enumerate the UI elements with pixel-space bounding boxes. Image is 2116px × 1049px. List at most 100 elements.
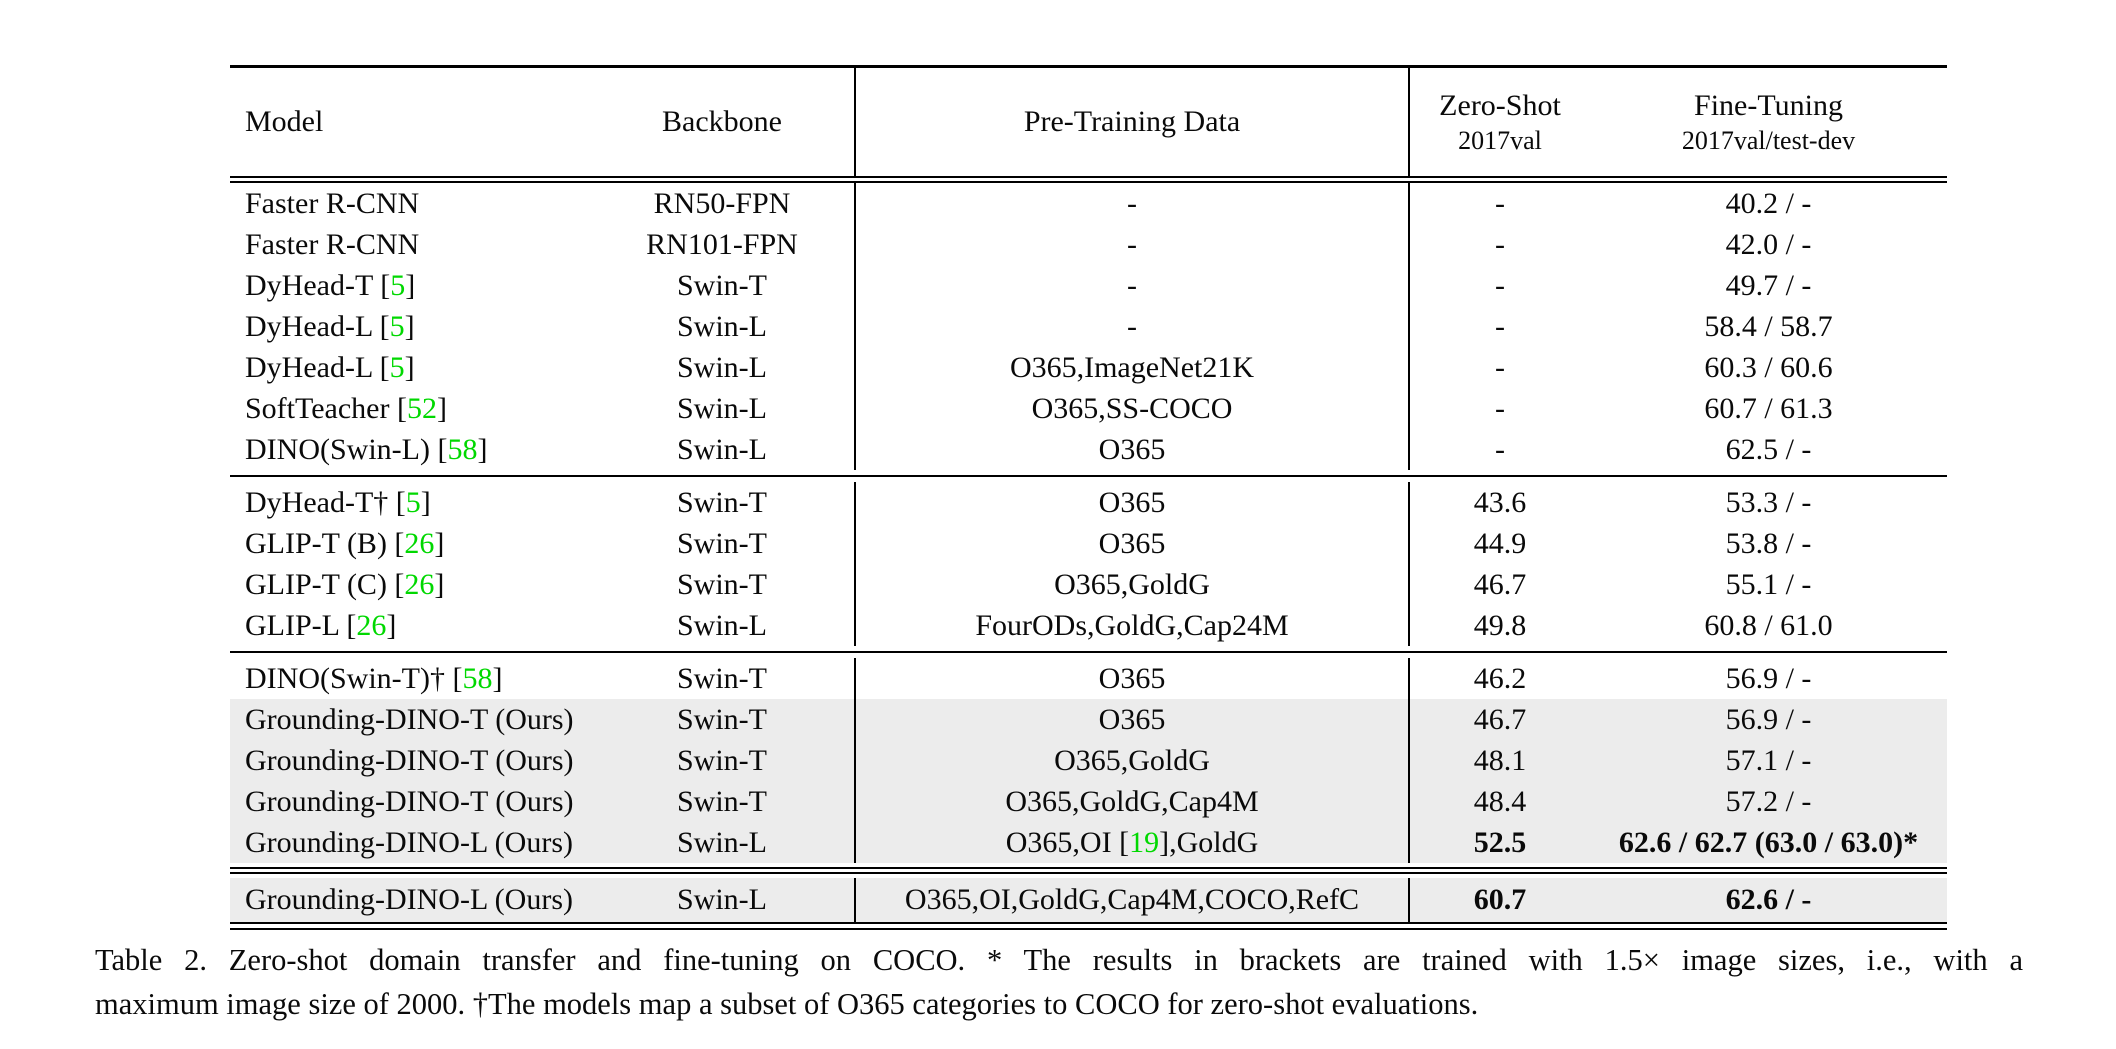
- citation-link[interactable]: 5: [390, 268, 406, 302]
- pretraining-cell: O365,ImageNet21K: [856, 347, 1410, 388]
- finetuning-cell: 40.2 / -: [1725, 186, 1812, 220]
- table-row: Faster R-CNN RN101-FPN - - 42.0 / -: [230, 224, 1947, 265]
- table-bottom-rule: [230, 922, 1947, 930]
- model-cell: SoftTeacher [52]: [245, 391, 447, 425]
- zeroshot-cell: 44.9: [1473, 526, 1527, 560]
- zeroshot-cell: -: [1495, 350, 1505, 384]
- citation-link[interactable]: 5: [389, 350, 405, 384]
- zeroshot-subtitle: 2017val: [1458, 126, 1542, 155]
- finetuning-cell: 53.3 / -: [1725, 485, 1812, 519]
- zeroshot-cell: -: [1495, 391, 1505, 425]
- group-divider-double-rule: [230, 867, 1947, 874]
- table-row: DyHead-L [5] Swin-L - - 58.4 / 58.7: [230, 306, 1947, 347]
- col-header-pretraining: Pre-Training Data: [856, 68, 1410, 176]
- pretraining-cell: FourODs,GoldG,Cap24M: [856, 605, 1410, 646]
- backbone-cell: Swin-L: [590, 306, 856, 347]
- model-cell: DINO(Swin-L) [58]: [245, 432, 488, 466]
- zeroshot-cell: 46.7: [1473, 702, 1527, 736]
- pretraining-cell: -: [856, 265, 1410, 306]
- zeroshot-cell: 46.2: [1473, 661, 1527, 695]
- pretraining-cell: O365,OI [19],GoldG: [856, 822, 1410, 863]
- table-row: DyHead-L [5] Swin-L O365,ImageNet21K - 6…: [230, 347, 1947, 388]
- citation-link[interactable]: 19: [1129, 825, 1160, 859]
- pretraining-cell: O365,GoldG: [856, 740, 1410, 781]
- zeroshot-cell: -: [1495, 309, 1505, 343]
- finetuning-cell: 42.0 / -: [1725, 227, 1812, 261]
- model-cell: DyHead-T† [5]: [245, 485, 431, 519]
- table-caption: Table 2. Zero-shot domain transfer and f…: [95, 938, 2023, 1026]
- table-row: Faster R-CNN RN50-FPN - - 40.2 / -: [230, 183, 1947, 224]
- table-header-row: Model Backbone Pre-Training Data Zero-Sh…: [230, 68, 1947, 176]
- finetuning-cell: 56.9 / -: [1725, 702, 1812, 736]
- col-header-model: Model: [245, 105, 324, 138]
- model-cell: Faster R-CNN: [245, 227, 420, 261]
- citation-link[interactable]: 58: [462, 661, 493, 695]
- pretraining-cell: O365: [856, 699, 1410, 740]
- finetuning-subtitle: 2017val/test-dev: [1681, 126, 1856, 155]
- col-header-finetuning: Fine-Tuning 2017val/test-dev: [1590, 68, 1947, 176]
- zeroshot-cell: 49.8: [1473, 608, 1527, 642]
- finetuning-cell: 62.5 / -: [1725, 432, 1812, 466]
- pretraining-cell: O365: [856, 429, 1410, 470]
- pretraining-cell: O365: [856, 658, 1410, 699]
- table-row: DyHead-T [5] Swin-T - - 49.7 / -: [230, 265, 1947, 306]
- backbone-cell: Swin-L: [590, 605, 856, 646]
- backbone-cell: Swin-L: [590, 388, 856, 429]
- citation-link[interactable]: 5: [405, 485, 421, 519]
- pretraining-cell: -: [856, 224, 1410, 265]
- table-row-highlighted: Grounding-DINO-L (Ours) Swin-L O365,OI […: [230, 822, 1947, 863]
- caption-line-2: maximum image size of 2000. †The models …: [95, 987, 1479, 1021]
- zeroshot-cell: 43.6: [1473, 485, 1527, 519]
- table-row: SoftTeacher [52] Swin-L O365,SS-COCO - 6…: [230, 388, 1947, 429]
- col-header-backbone: Backbone: [590, 68, 856, 176]
- table-row-highlighted: Grounding-DINO-T (Ours) Swin-T O365 46.7…: [230, 699, 1947, 740]
- citation-link[interactable]: 26: [356, 608, 387, 642]
- citation-link[interactable]: 58: [447, 432, 478, 466]
- table-row: DINO(Swin-L) [58] Swin-L O365 - 62.5 / -: [230, 429, 1947, 470]
- zeroshot-cell: 48.4: [1473, 784, 1527, 818]
- finetuning-cell: 49.7 / -: [1725, 268, 1812, 302]
- zeroshot-cell: 48.1: [1473, 743, 1527, 777]
- pretraining-cell: -: [856, 306, 1410, 347]
- backbone-cell: Swin-T: [590, 699, 856, 740]
- table-row: GLIP-L [26] Swin-L FourODs,GoldG,Cap24M …: [230, 605, 1947, 646]
- finetuning-cell: 58.4 / 58.7: [1704, 309, 1833, 343]
- table-top-rule: [230, 65, 1947, 68]
- backbone-cell: Swin-L: [590, 429, 856, 470]
- finetuning-cell: 55.1 / -: [1725, 567, 1812, 601]
- finetuning-cell: 57.2 / -: [1725, 784, 1812, 818]
- zeroshot-cell: -: [1495, 432, 1505, 466]
- table-row-highlighted: Grounding-DINO-T (Ours) Swin-T O365,Gold…: [230, 740, 1947, 781]
- col-header-zeroshot: Zero-Shot 2017val: [1410, 68, 1590, 176]
- model-cell: DyHead-T [5]: [245, 268, 416, 302]
- zeroshot-title: Zero-Shot: [1439, 89, 1561, 122]
- backbone-cell: Swin-T: [590, 740, 856, 781]
- finetuning-cell: 62.6 / -: [1725, 883, 1812, 916]
- caption-line-1: Table 2. Zero-shot domain transfer and f…: [95, 943, 2023, 977]
- citation-link[interactable]: 5: [389, 309, 405, 343]
- group-divider-rule: [230, 475, 1947, 477]
- backbone-cell: Swin-L: [590, 347, 856, 388]
- model-cell: Grounding-DINO-T (Ours): [245, 743, 574, 777]
- model-cell: Grounding-DINO-T (Ours): [245, 784, 574, 818]
- finetuning-cell: 56.9 / -: [1725, 661, 1812, 695]
- zeroshot-cell: 60.7: [1473, 883, 1527, 916]
- backbone-cell: Swin-L: [590, 822, 856, 863]
- model-cell: Grounding-DINO-L (Ours): [245, 825, 573, 859]
- backbone-cell: Swin-T: [590, 523, 856, 564]
- pretraining-cell: O365,GoldG,Cap4M: [856, 781, 1410, 822]
- finetuning-cell: 60.7 / 61.3: [1704, 391, 1833, 425]
- model-cell: DyHead-L [5]: [245, 309, 415, 343]
- finetuning-cell: 60.3 / 60.6: [1704, 350, 1833, 384]
- pretraining-cell: O365: [856, 482, 1410, 523]
- pretraining-cell: O365,SS-COCO: [856, 388, 1410, 429]
- citation-link[interactable]: 26: [404, 567, 435, 601]
- backbone-cell: Swin-T: [590, 781, 856, 822]
- pretraining-cell: O365: [856, 523, 1410, 564]
- results-table: Model Backbone Pre-Training Data Zero-Sh…: [230, 65, 1947, 930]
- citation-link[interactable]: 26: [404, 526, 435, 560]
- finetuning-cell: 62.6 / 62.7 (63.0 / 63.0)*: [1618, 825, 1919, 859]
- model-cell: DyHead-L [5]: [245, 350, 415, 384]
- citation-link[interactable]: 52: [406, 391, 437, 425]
- zeroshot-cell: -: [1495, 186, 1505, 220]
